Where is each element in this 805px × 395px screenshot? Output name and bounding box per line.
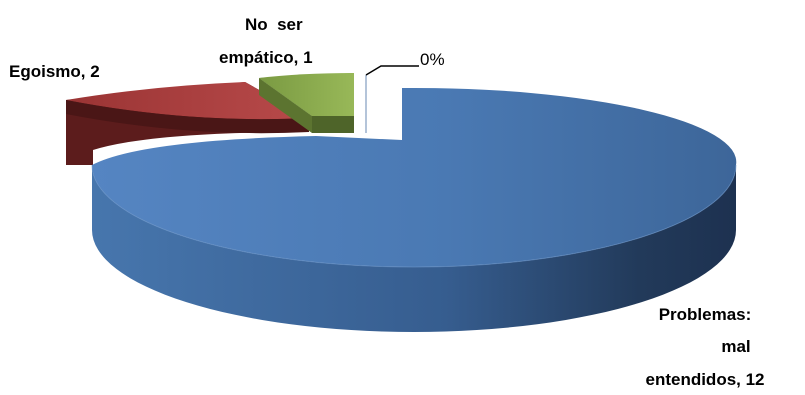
label-problemas-line1: Problemas: [659, 305, 752, 324]
slice-problemas-top [92, 87, 737, 267]
leader-line-zero [365, 65, 419, 76]
label-egoismo: Egoismo, 2 [9, 62, 100, 81]
slice-egoismo-top [66, 82, 309, 120]
slice-problemas-side [92, 165, 736, 332]
slice-problemas [91, 87, 737, 332]
label-zero: 0% [420, 50, 445, 69]
label-problemas-line2: mal [721, 337, 750, 356]
label-empatico-line2: empático, 1 [219, 48, 313, 67]
slice-empatico-top [259, 73, 354, 116]
slice-empatico [259, 73, 354, 133]
label-empatico-line1: No ser [245, 15, 303, 34]
label-problemas-line3: entendidos, 12 [645, 370, 764, 389]
